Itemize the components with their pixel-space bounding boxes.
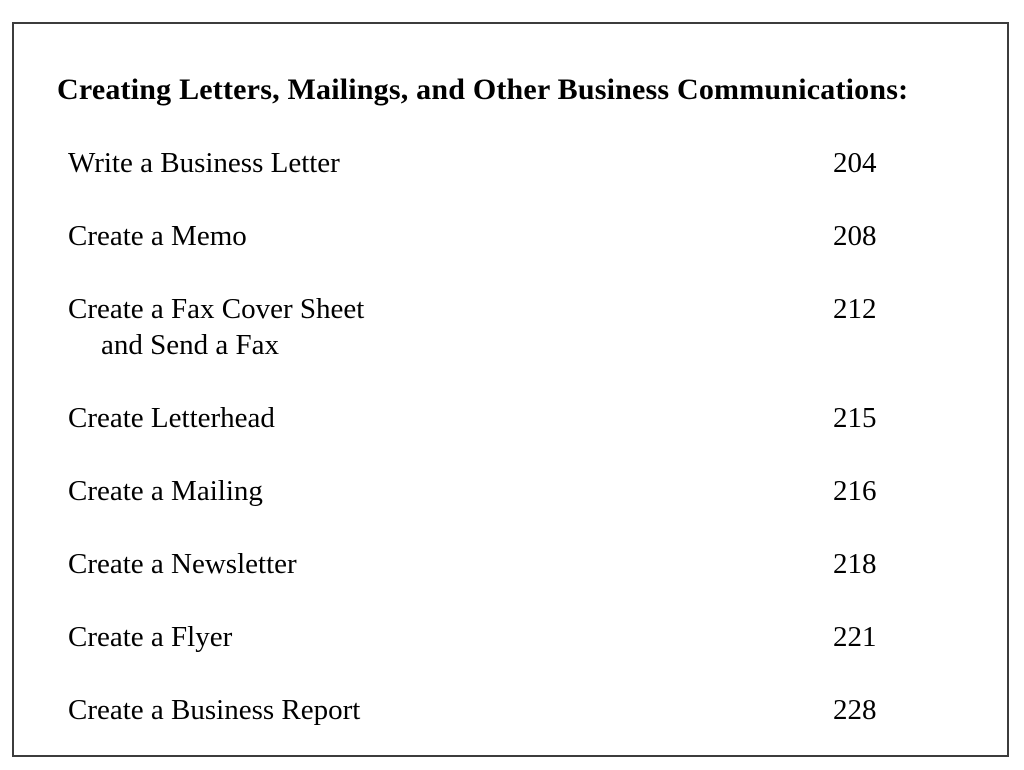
toc-entry: Create a Newsletter 218	[68, 546, 977, 582]
content-frame: Creating Letters, Mailings, and Other Bu…	[12, 22, 1009, 757]
section-heading: Creating Letters, Mailings, and Other Bu…	[57, 73, 909, 106]
toc-entry: Create a Fax Cover Sheet and Send a Fax …	[68, 291, 977, 363]
toc-entry-page-number: 221	[833, 621, 877, 653]
toc-entry-title: Create a Memo	[68, 220, 247, 252]
toc-entry-page-number: 204	[833, 147, 877, 179]
toc-entry-title: Create Letterhead	[68, 402, 275, 434]
toc-entry: Create a Business Report 228	[68, 692, 977, 728]
toc-entry-title: Create a Business Report	[68, 694, 361, 726]
toc-entry-page-number: 212	[833, 293, 877, 325]
toc-entry: Create Letterhead 215	[68, 400, 977, 436]
toc-entry-title: Create a Mailing	[68, 475, 263, 507]
toc-entry-title: Create a Fax Cover Sheet	[68, 293, 365, 325]
toc-entry-title: Create a Flyer	[68, 621, 233, 653]
toc-entry: Create a Memo 208	[68, 218, 977, 254]
toc-entry-page-number: 215	[833, 402, 877, 434]
toc-list: Write a Business Letter 204 Create a Mem…	[57, 145, 977, 728]
toc-entry-page-number: 208	[833, 220, 877, 252]
toc-entry: Create a Flyer 221	[68, 619, 977, 655]
toc-entry-title: Create a Newsletter	[68, 548, 297, 580]
toc-entry-title: Write a Business Letter	[68, 147, 340, 179]
toc-entry-title-line2: and Send a Fax	[101, 329, 279, 361]
toc-entry-page-number: 218	[833, 548, 877, 580]
toc-entry-page-number: 216	[833, 475, 877, 507]
toc-entry-page-number: 228	[833, 694, 877, 726]
toc-entry: Create a Mailing 216	[68, 473, 977, 509]
toc-entry: Write a Business Letter 204	[68, 145, 977, 181]
